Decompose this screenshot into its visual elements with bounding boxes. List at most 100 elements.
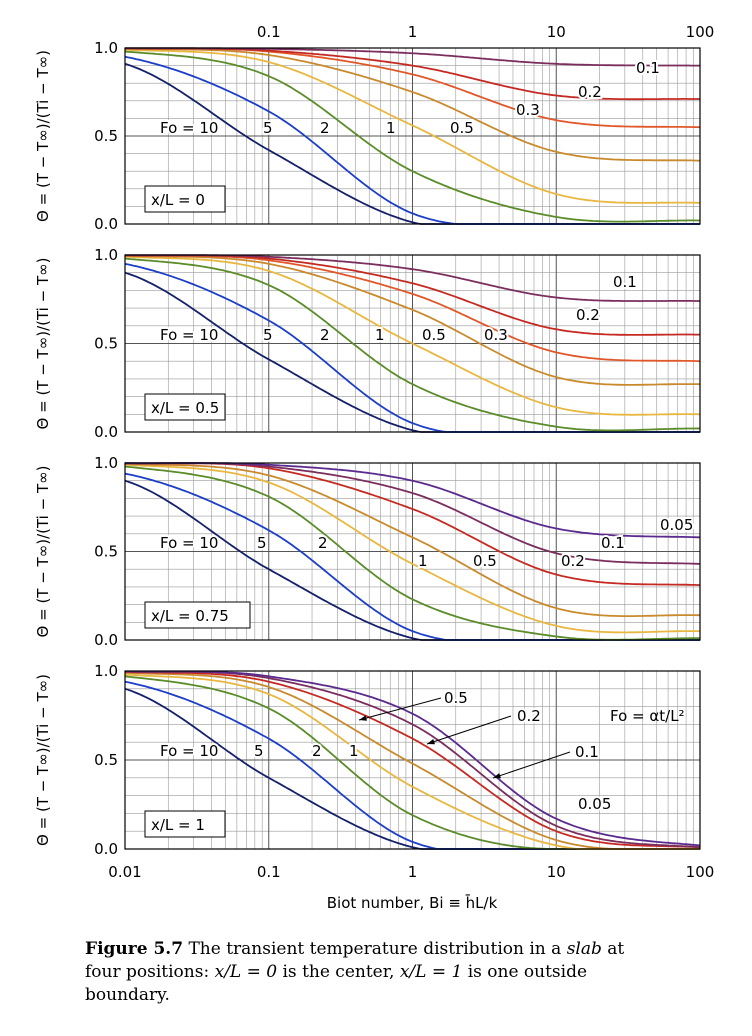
series-line-fo-0.2 — [124, 671, 701, 849]
x-tick-label: 0.01 — [108, 863, 141, 881]
series-line-fo-1 — [124, 255, 701, 416]
caption-emphasis: slab — [566, 939, 602, 959]
curve-label: 0.1 — [613, 273, 637, 291]
curve-label: 5 — [254, 742, 264, 760]
series-line-fo-0.05 — [125, 670, 701, 847]
curve-label: 5 — [257, 534, 267, 552]
curve-label: 5 — [263, 326, 273, 344]
panel-4: 0.0 0.5 1.0 Θ = (T − T∞)/(Ti − T∞) Fo = 10 5 2… — [34, 662, 701, 858]
arrow-head-icon — [427, 739, 435, 745]
curve-label: 1 — [349, 742, 359, 760]
series-line-fo-0.5 — [124, 255, 701, 386]
caption-position-center: x/L = 0 — [214, 962, 278, 982]
x-tick-label-top: 10 — [547, 23, 566, 41]
panel-frame — [124, 254, 701, 433]
curve-label: 0.3 — [484, 326, 508, 344]
panel-2: 0.0 0.5 1.0 Θ = (T − T∞)/(Ti − T∞) Fo = 10 5 2… — [34, 246, 701, 441]
curve-label: 1 — [375, 326, 385, 344]
panel-frame — [124, 462, 701, 641]
caption-position-boundary: x/L = 1 — [399, 962, 463, 982]
x-tick-label-top: 1 — [408, 23, 418, 41]
panel-frame — [124, 670, 701, 850]
panel-frame — [124, 47, 701, 225]
leader-line — [492, 751, 571, 779]
curve-label: 0.5 — [422, 326, 446, 344]
curve-label: 0.05 — [578, 795, 611, 813]
y-tick-label: 1.0 — [94, 662, 118, 680]
position-label: x/L = 0.5 — [151, 399, 219, 417]
leader-lines — [358, 697, 571, 779]
position-box — [144, 810, 226, 838]
curve-label: 0.5 — [450, 119, 474, 137]
formula-note: Fo = αt/L² — [610, 707, 685, 725]
leader-line — [358, 697, 442, 721]
position-label: x/L = 0.75 — [151, 607, 229, 625]
leader-line — [426, 715, 512, 745]
curve-label: 0.2 — [576, 306, 600, 324]
curve-label: 0.5 — [444, 689, 468, 707]
caption-label: Figure 5.7 — [85, 939, 184, 959]
y-tick-label: 0.0 — [94, 423, 118, 441]
y-tick-label: 0.0 — [94, 631, 118, 649]
figure-chart: 0.0 0.5 1.0 Θ = (T − T∞)/(Ti − T∞) Fo = 10 5 2… — [34, 23, 715, 912]
series-line-fo-1 — [124, 48, 701, 204]
curve-label: 0.1 — [636, 59, 660, 77]
y-axis-label: Θ = (T − T∞)/(Ti − T∞) — [34, 466, 52, 638]
caption-text-2: at four positions: — [85, 939, 625, 982]
curve-label: 0.5 — [473, 552, 497, 570]
y-tick-label: 0.5 — [94, 127, 118, 145]
figure-caption: Figure 5.7 The transient temperature dis… — [85, 938, 645, 1007]
curve-label: Fo = 10 — [160, 326, 218, 344]
panel-3: 0.0 0.5 1.0 Θ = (T − T∞)/(Ti − T∞) Fo = 10 5 2… — [34, 454, 701, 649]
caption-text-1: The transient temperature distribution i… — [188, 939, 562, 959]
caption-text-4: is one outside boundary. — [85, 962, 588, 1005]
curve-label: Fo = 10 — [160, 742, 218, 760]
y-tick-label: 0.0 — [94, 215, 118, 233]
y-tick-label: 0.5 — [94, 751, 118, 769]
curve-label: 0.2 — [517, 707, 541, 725]
curve-label: 0.2 — [578, 83, 602, 101]
series-line-fo-0.5 — [125, 48, 700, 162]
y-tick-label: 1.0 — [94, 39, 118, 57]
position-box — [144, 185, 226, 213]
curve-label: 2 — [318, 534, 328, 552]
y-tick-label: 0.5 — [94, 335, 118, 353]
panel-1: 0.0 0.5 1.0 Θ = (T − T∞)/(Ti − T∞) Fo = 10 5 2… — [34, 39, 701, 233]
curve-label: 1 — [386, 119, 396, 137]
curve-label: 2 — [320, 119, 330, 137]
position-label: x/L = 1 — [151, 816, 205, 834]
arrow-head-icon — [359, 715, 367, 721]
position-box — [144, 601, 251, 629]
y-axis-label: Θ = (T − T∞)/(Ti − T∞) — [34, 674, 52, 846]
series-line-fo-2 — [124, 50, 700, 223]
curve-label: 0.05 — [660, 516, 693, 534]
curve-label: 2 — [320, 326, 330, 344]
curve-label: 0.2 — [561, 552, 585, 570]
x-tick-label: 0.1 — [257, 863, 281, 881]
curve-label: 2 — [312, 742, 322, 760]
curve-label: 0.3 — [516, 101, 540, 119]
position-box — [144, 393, 226, 421]
x-tick-label: 1 — [408, 863, 418, 881]
caption-text-3: is the center, — [282, 962, 395, 982]
x-tick-label: 10 — [547, 863, 566, 881]
series-line-fo-0.5 — [124, 463, 700, 617]
series-line-fo-1 — [124, 463, 700, 634]
curve-label: 0.1 — [601, 534, 625, 552]
y-tick-label: 1.0 — [94, 454, 118, 472]
curve-label: 5 — [263, 119, 273, 137]
y-axis-label: Θ = (T − T∞)/(Ti − T∞) — [34, 50, 52, 222]
curve-label: Fo = 10 — [160, 534, 218, 552]
x-tick-label: 100 — [686, 863, 715, 881]
y-tick-label: 0.5 — [94, 543, 118, 561]
curve-label: 1 — [418, 552, 428, 570]
x-axis-label: Biot number, Bi ≡ h̄L/k — [327, 893, 498, 912]
curve-label: 0.1 — [575, 743, 599, 761]
x-tick-label-top: 0.1 — [257, 23, 281, 41]
series-line-fo-2 — [124, 257, 701, 432]
position-label: x/L = 0 — [151, 191, 205, 209]
y-tick-label: 1.0 — [94, 246, 118, 264]
arrow-head-icon — [493, 772, 501, 779]
x-tick-label-top: 100 — [686, 23, 715, 41]
y-axis-label: Θ = (T − T∞)/(Ti − T∞) — [34, 258, 52, 430]
